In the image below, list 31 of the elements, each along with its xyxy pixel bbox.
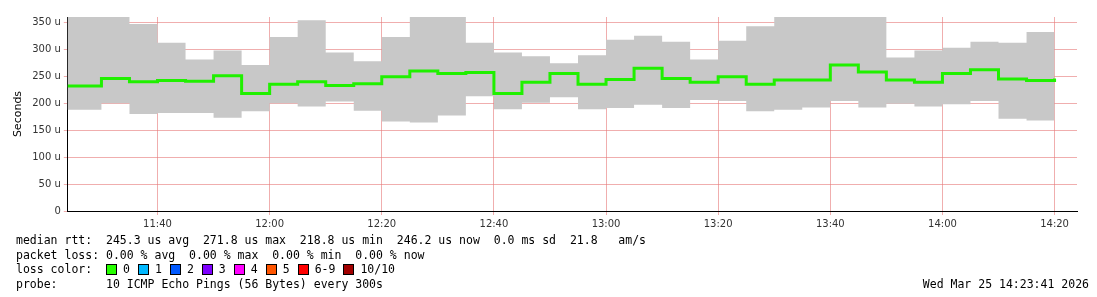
text: 1 — [154, 262, 162, 277]
y-tick-label: 100 u — [32, 150, 61, 162]
text: Wed Mar 25 14:23:41 2026 — [922, 276, 1089, 291]
text: 2 — [186, 262, 194, 277]
y-tick-label: 300 u — [32, 42, 61, 54]
x-tick-label: 14:20 — [1040, 217, 1069, 229]
x-tick-label: 12:40 — [479, 217, 509, 229]
text: 4 — [250, 262, 258, 277]
y-tick-label: 200 u — [32, 96, 61, 108]
y-tick-label: 50 u — [38, 177, 61, 189]
y-tick-label: 150 u — [32, 123, 61, 135]
text: 0 — [123, 262, 130, 277]
x-tick-label: 12:20 — [367, 217, 397, 229]
y-tick-label: 350 u — [32, 15, 61, 27]
y-tick-label: 250 u — [32, 69, 61, 81]
text: 6-9 — [314, 262, 336, 277]
x-tick-label: 13:00 — [591, 217, 621, 229]
x-tick-label: 14:00 — [928, 217, 957, 229]
y-tick-label: 0 — [54, 204, 61, 216]
x-tick-label: 11:40 — [143, 217, 172, 229]
text: median rtt: 245.3 us avg 271.8 us max 218.8 us min 246.2 us now 0.0 ms sd 21.8 am/s — [16, 233, 648, 248]
x-tick-label: 12:00 — [255, 217, 285, 229]
x-tick-label: 13:40 — [815, 217, 845, 229]
y-axis-title: Seconds — [11, 90, 25, 138]
text: 3 — [218, 262, 226, 277]
text: loss color: — [16, 262, 94, 277]
text: probe: 10 ICMP Echo Pings (56 Bytes) every 300s — [16, 276, 383, 291]
text: 10/10 — [360, 262, 396, 277]
text: 5 — [282, 262, 290, 277]
text: packet loss: 0.00 % avg 0.00 % max 0.00 % min 0.00 % now — [16, 247, 426, 262]
x-tick-label: 13:20 — [703, 217, 733, 229]
